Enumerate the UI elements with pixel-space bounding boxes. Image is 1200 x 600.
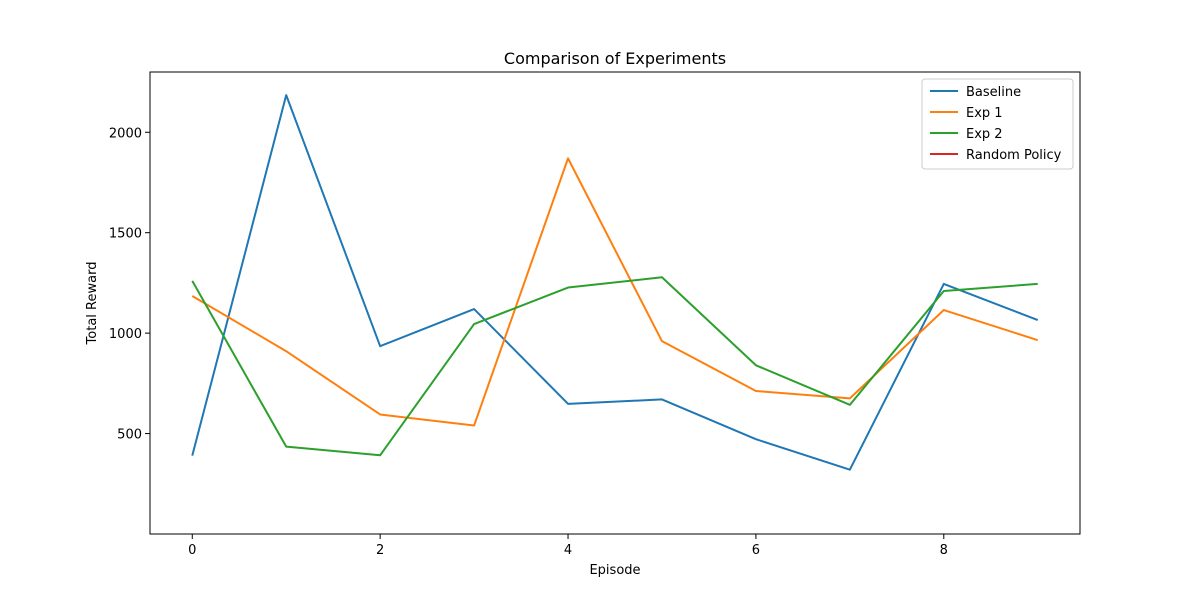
x-tick-label: 0 xyxy=(188,543,196,558)
y-axis-label: Total Reward xyxy=(85,262,100,346)
chart-title: Comparison of Experiments xyxy=(504,49,726,68)
x-tick-label: 8 xyxy=(940,543,948,558)
y-tick-label: 2000 xyxy=(109,126,142,141)
x-axis-label: Episode xyxy=(589,563,640,578)
y-axis: 500 1000 1500 2000 xyxy=(109,126,150,443)
series-line-baseline xyxy=(191,94,1039,471)
x-tick-label: 2 xyxy=(376,543,384,558)
x-tick-label: 4 xyxy=(564,543,572,558)
legend-box xyxy=(921,78,1074,170)
series-line-exp-1 xyxy=(191,157,1039,427)
series-layer xyxy=(191,94,1039,471)
legend-label-baseline: Baseline xyxy=(966,85,1021,100)
series-line-exp-2 xyxy=(191,276,1038,457)
x-tick-label: 6 xyxy=(752,543,760,558)
legend-label-random-policy: Random Policy xyxy=(966,148,1062,163)
y-tick-label: 1000 xyxy=(109,327,142,342)
x-axis: 0 2 4 6 8 xyxy=(188,534,948,558)
y-tick-label: 500 xyxy=(117,428,142,443)
y-tick-label: 1500 xyxy=(109,227,142,242)
legend: Baseline Exp 1 Exp 2 Random Policy xyxy=(921,78,1074,170)
legend-label-exp-1: Exp 1 xyxy=(966,106,1003,121)
plot-area xyxy=(149,71,1081,535)
legend-label-exp-2: Exp 2 xyxy=(966,127,1003,142)
